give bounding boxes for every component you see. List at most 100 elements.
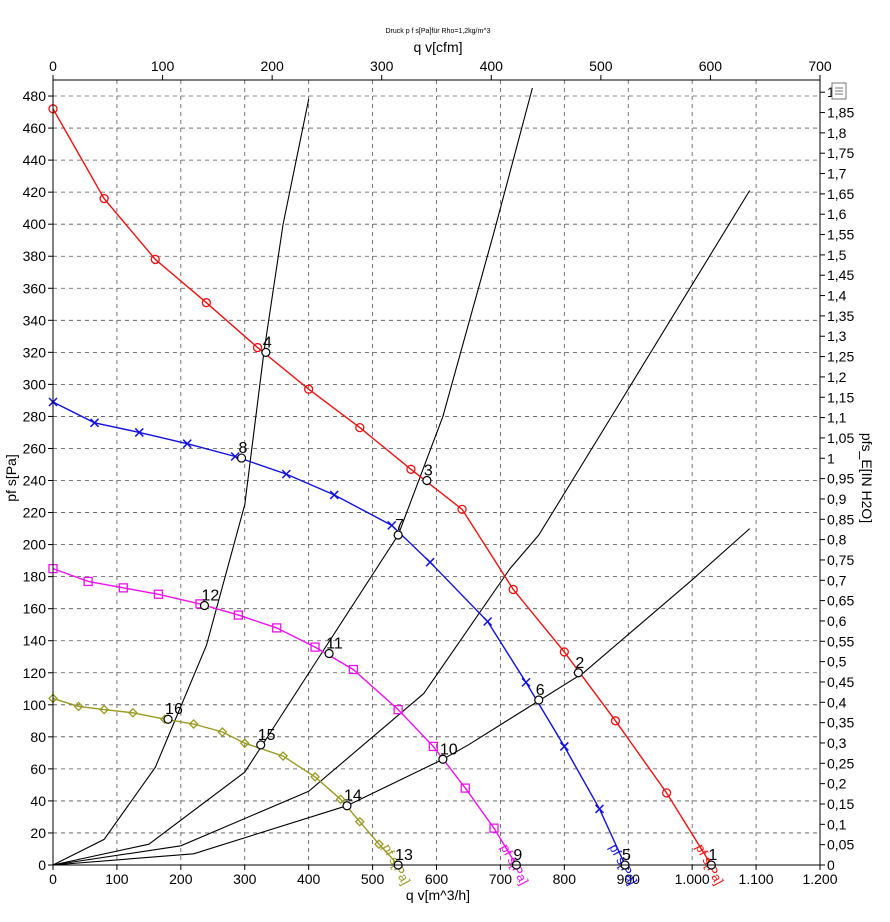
data-point-marker <box>90 418 100 428</box>
y-tick-label: 380 <box>23 248 47 264</box>
x-tick-label: 600 <box>425 871 449 887</box>
operating-point <box>163 714 173 724</box>
y2-tick-label: 1,7 <box>827 166 847 182</box>
data-point-marker <box>559 741 569 751</box>
fan-curve-line <box>52 108 712 866</box>
operating-point-label: 12 <box>201 587 219 604</box>
operating-point-label: 1 <box>708 847 717 864</box>
y2-tick-label: 0,25 <box>827 755 854 771</box>
data-point-marker <box>153 589 164 599</box>
x-tick-label: 1.000 <box>675 871 710 887</box>
y2-tick-label: 1,55 <box>827 227 854 243</box>
y2-tick-label: 0,1 <box>827 816 847 832</box>
y2-tick-label: 1,25 <box>827 349 854 365</box>
operating-point <box>438 754 448 764</box>
y2-tick-label: 0,5 <box>827 654 847 670</box>
data-point-marker <box>99 193 109 204</box>
x-axis-label: q v[m^3/h] <box>406 887 470 903</box>
operating-point <box>324 648 334 659</box>
operating-point-label: 8 <box>239 440 248 457</box>
x2-tick-label: 700 <box>808 58 832 74</box>
y2-tick-label: 0,95 <box>827 471 854 487</box>
y2-tick-label: 0,3 <box>827 735 847 751</box>
system-curve <box>52 87 533 866</box>
system-curves <box>52 87 751 866</box>
system-curve <box>52 528 751 866</box>
y2-tick-label: 0,85 <box>827 511 854 527</box>
data-point-marker <box>252 342 263 353</box>
x-tick-label: 300 <box>233 871 257 887</box>
operating-point-label: 6 <box>536 682 545 699</box>
y2-tick-label: 0,45 <box>827 674 854 690</box>
y2-tick-label: 0 <box>827 857 835 873</box>
data-point-marker <box>134 427 144 437</box>
y2-tick-label: 1,35 <box>827 308 854 324</box>
y-tick-label: 60 <box>30 761 46 777</box>
x2-tick-label: 200 <box>260 58 284 74</box>
grid <box>53 80 820 865</box>
x2-tick-label: 300 <box>370 58 394 74</box>
x-tick-label: 1.100 <box>739 871 774 887</box>
data-point-marker <box>335 794 346 805</box>
x-tick-label: 400 <box>297 871 321 887</box>
data-point-marker <box>428 741 438 752</box>
x-tick-label: 800 <box>553 871 577 887</box>
operating-point-label: 15 <box>258 727 276 744</box>
y-tick-label: 220 <box>23 505 47 521</box>
y-tick-label: 420 <box>23 184 47 200</box>
data-point-marker <box>559 647 569 657</box>
x-tick-label: 500 <box>361 871 385 887</box>
data-point-marker <box>281 469 291 479</box>
y-tick-label: 400 <box>23 216 47 232</box>
y-tick-label: 160 <box>23 601 47 617</box>
x2-tick-label: 500 <box>589 58 613 74</box>
y2-tick-label: 1,85 <box>827 105 854 121</box>
y2-tick-label: 1,5 <box>827 247 847 263</box>
data-point-marker <box>118 583 128 593</box>
data-point-marker <box>594 804 605 814</box>
chart-title: Druck p f s[Pa]für Rho=1,2kg/m^3 <box>385 28 490 35</box>
data-point-marker <box>508 584 518 595</box>
operating-point-label: 3 <box>424 463 433 480</box>
data-point-marker <box>83 576 93 587</box>
data-point-marker <box>457 504 467 514</box>
y-tick-label: 80 <box>30 729 46 745</box>
x-tick-label: 1.200 <box>802 871 837 887</box>
data-point-marker <box>661 788 672 798</box>
operating-point-label: 4 <box>263 334 272 351</box>
y2-tick-label: 0,55 <box>827 633 854 649</box>
legend-icon[interactable] <box>831 82 847 100</box>
y-tick-label: 340 <box>23 312 47 328</box>
y2-tick-label: 1,3 <box>827 328 847 344</box>
operating-point-label: 14 <box>344 788 362 805</box>
y-tick-label: 480 <box>23 88 47 104</box>
y-tick-label: 140 <box>23 633 47 649</box>
y-tick-label: 440 <box>23 152 47 168</box>
y2-tick-label: 0,2 <box>827 776 847 792</box>
y2-tick-label: 1,4 <box>827 288 847 304</box>
data-point-marker <box>374 839 384 850</box>
fan-curves: pf s[Pa]pf s[Pa]pf s[Pa]pf s[Pa] <box>48 104 727 887</box>
operating-point <box>199 600 210 611</box>
data-point-marker <box>355 422 365 433</box>
x2-tick-label: 400 <box>480 58 504 74</box>
data-point-marker <box>217 727 228 737</box>
y-tick-label: 460 <box>23 120 47 136</box>
y-tick-label: 320 <box>23 344 47 360</box>
data-point-marker <box>73 701 84 712</box>
y2-tick-label: 1,65 <box>827 186 854 202</box>
y-axis-label: pf s[Pa] <box>3 454 19 501</box>
data-point-marker <box>348 664 359 675</box>
data-point-marker <box>387 520 397 530</box>
y2-tick-label: 0,9 <box>827 491 847 507</box>
x2-tick-label: 100 <box>151 58 175 74</box>
y2-tick-label: 0,8 <box>827 532 847 548</box>
y-tick-label: 120 <box>23 665 47 681</box>
operating-point-label: 16 <box>165 701 183 718</box>
y-tick-label: 280 <box>23 408 47 424</box>
data-point-marker <box>460 783 470 793</box>
y-tick-label: 40 <box>30 793 46 809</box>
operating-point-label: 2 <box>575 655 584 672</box>
x-tick-label: 900 <box>617 871 641 887</box>
data-point-marker <box>272 623 282 633</box>
